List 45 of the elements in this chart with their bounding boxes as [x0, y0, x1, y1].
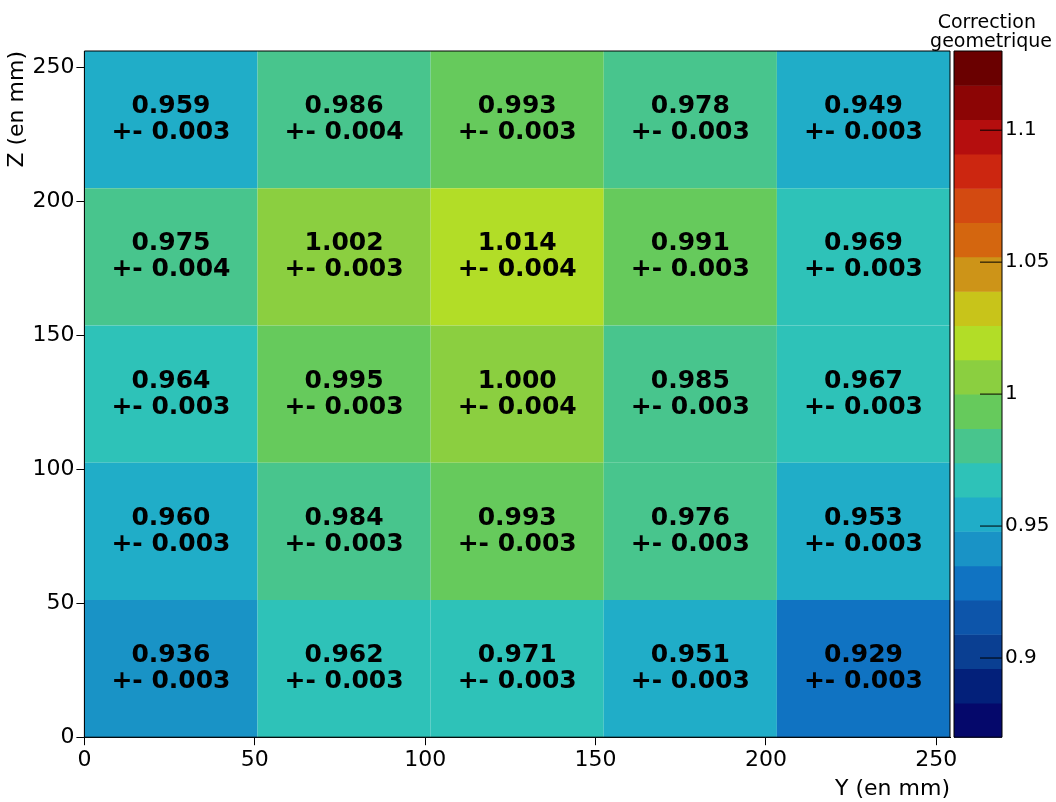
data-label: 1.014 +- 0.004	[457, 227, 577, 283]
y-tick-label: 250	[32, 52, 75, 78]
y-tick-label: 150	[32, 320, 75, 346]
x-tick-label: 100	[404, 746, 447, 772]
color-bar-title: Correction geometrique	[930, 10, 1052, 51]
data-label: 0.967 +- 0.003	[803, 364, 923, 420]
y-tick-label: 0	[60, 722, 75, 748]
color-bar-label: 0.95	[1005, 512, 1050, 537]
data-label: 0.995 +- 0.003	[284, 364, 404, 420]
data-label: 0.971 +- 0.003	[457, 639, 577, 695]
data-label: 0.953 +- 0.003	[803, 501, 923, 557]
x-tick-label: 50	[240, 746, 269, 772]
data-label: 0.985 +- 0.003	[630, 364, 750, 420]
x-axis-title: Y (en mm)	[834, 774, 950, 800]
data-label: 0.986 +- 0.004	[284, 90, 404, 146]
data-label: 0.984 +- 0.003	[284, 501, 404, 557]
color-bar-label: 1	[1005, 380, 1018, 405]
data-label: 0.936 +- 0.003	[111, 639, 231, 695]
data-label: 0.951 +- 0.003	[630, 639, 750, 695]
data-label: 0.978 +- 0.003	[630, 90, 750, 146]
data-label: 0.960 +- 0.003	[111, 501, 231, 557]
y-axis-title: Z (en mm)	[2, 51, 28, 168]
data-label: 0.959 +- 0.003	[111, 90, 231, 146]
data-label: 0.976 +- 0.003	[630, 501, 750, 557]
y-tick-label: 200	[32, 186, 75, 212]
y-tick-label: 100	[32, 454, 75, 480]
data-label: 0.991 +- 0.003	[630, 227, 750, 283]
data-label: 0.975 +- 0.004	[111, 227, 231, 283]
x-tick-label: 150	[574, 746, 617, 772]
data-label: 1.002 +- 0.003	[284, 227, 404, 283]
data-label: 0.962 +- 0.003	[284, 639, 404, 695]
color-bar-label: 1.05	[1005, 248, 1050, 273]
data-label: 1.000 +- 0.004	[457, 364, 577, 420]
x-tick-label: 200	[744, 746, 787, 772]
x-tick-label: 0	[77, 746, 92, 772]
data-label: 0.969 +- 0.003	[803, 227, 923, 283]
data-label: 0.949 +- 0.003	[803, 90, 923, 146]
y-tick-label: 50	[46, 588, 75, 614]
color-bar-label: 0.9	[1005, 644, 1037, 669]
data-label: 0.929 +- 0.003	[803, 639, 923, 695]
data-label: 0.993 +- 0.003	[457, 90, 577, 146]
x-tick-label: 250	[915, 746, 958, 772]
data-label: 0.964 +- 0.003	[111, 364, 231, 420]
color-bar-label: 1.1	[1005, 116, 1037, 141]
data-label: 0.993 +- 0.003	[457, 501, 577, 557]
